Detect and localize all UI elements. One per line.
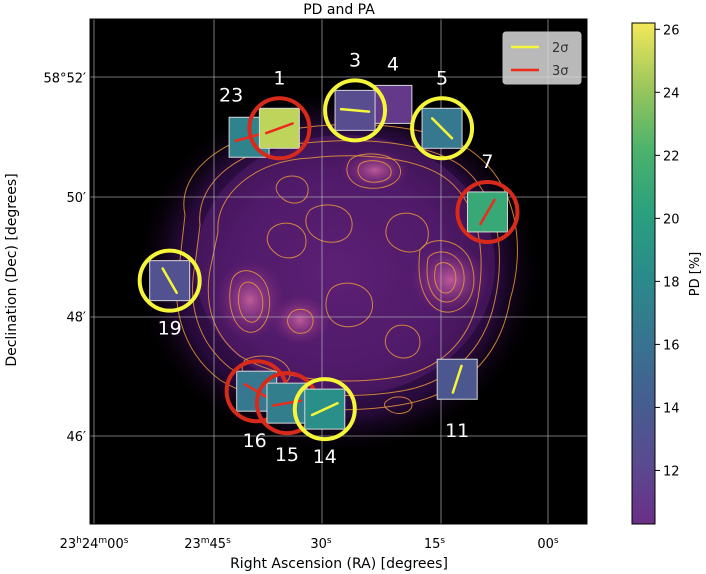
x-tick-label: 15s (424, 536, 446, 552)
significance-circle (247, 96, 312, 161)
legend-box (502, 31, 582, 85)
chart-title: PD and PA (303, 2, 375, 18)
colorbar-tick-label: 12 (663, 464, 680, 479)
nebula-hotspot (340, 150, 410, 190)
region-label: 19 (158, 318, 182, 340)
x-tick-label: 23m45s (184, 536, 231, 552)
colorbar-label: PD [%] (688, 252, 703, 296)
y-axis-label: Declination (Dec) [degrees] (4, 173, 20, 366)
plot-frame (89, 18, 588, 525)
region-5: 5 (410, 67, 475, 161)
colorbar-tick-label: 16 (663, 338, 680, 353)
region-label: 23 (219, 84, 243, 106)
region-box (436, 358, 478, 400)
pa-vector (264, 122, 294, 135)
colorbar-tick-label: 14 (663, 401, 680, 416)
significance-circle (410, 96, 475, 161)
legend-3sigma-label: 3σ (552, 64, 569, 79)
grid-lines (90, 19, 587, 524)
y-tick-label: 46′ (67, 430, 87, 445)
region-14: 14 (292, 377, 357, 468)
colorbar-tick-label: 18 (663, 275, 680, 290)
legend-2sigma-label: 2σ (552, 41, 569, 56)
colorbar-tick-label: 26 (663, 23, 680, 38)
x-tick-label: 30s (310, 536, 332, 552)
region-label: 3 (349, 49, 361, 71)
significance-circle (137, 248, 202, 313)
y-tick-label: 48′ (67, 311, 87, 326)
pa-vector (479, 198, 496, 226)
colorbar-ticks: 12 14 16 18 20 22 24 26 (655, 23, 680, 479)
region-19: 19 (137, 248, 202, 340)
region-11: 11 (436, 358, 478, 442)
region-label: 14 (313, 446, 337, 468)
nebula-hotspot (270, 295, 330, 345)
region-label: 16 (243, 430, 267, 452)
contour-lines (175, 123, 518, 414)
region-3: 3 (323, 49, 388, 143)
region-label: 4 (387, 53, 399, 75)
x-tick-label: 00s (537, 536, 559, 552)
pa-vector (451, 364, 463, 394)
y-axis: 58°52′ 50′ 48′ 46′ Declination (Dec) [degre… (4, 72, 86, 446)
y-tick-labels: 58°52′ 50′ 48′ 46′ (43, 72, 86, 446)
y-tick-label: 50′ (67, 191, 87, 206)
colorbar-tick-label: 20 (663, 212, 680, 227)
colorbar-gradient (631, 22, 656, 525)
significance-circle (292, 377, 357, 442)
pa-vector (430, 117, 454, 140)
plot-area: 4 23 1 3 5 7 19 11 16 15 14 2σ 3σ (90, 19, 587, 524)
legend: 2σ 3σ (502, 31, 582, 85)
pa-vector (161, 267, 178, 295)
colorbar-tick-label: 22 (663, 149, 680, 164)
region-label: 15 (275, 444, 299, 466)
polarization-regions: 4 23 1 3 5 7 19 11 16 15 14 (137, 49, 520, 468)
colorbar-tick-label: 24 (663, 86, 680, 101)
x-axis-label: Right Ascension (RA) [degrees] (230, 556, 448, 572)
region-label: 1 (273, 67, 285, 89)
region-label: 7 (481, 151, 493, 173)
region-label: 5 (436, 67, 448, 89)
region-1: 1 (247, 67, 312, 161)
significance-circle (455, 179, 520, 244)
pa-vector (243, 382, 271, 400)
nebula-hotspot (410, 245, 490, 315)
region-7: 7 (455, 151, 520, 244)
region-box (149, 260, 191, 302)
pa-vector (339, 107, 371, 113)
significance-circle (323, 78, 388, 143)
x-tick-label: 23h24m00s (60, 536, 129, 552)
x-tick-labels: 23h24m00s 23m45s 30s 15s 00s (60, 536, 559, 552)
colorbar: 12 14 16 18 20 22 24 26 PD [%] (631, 22, 703, 525)
region-label: 11 (445, 420, 469, 442)
y-tick-label: 58°52′ (43, 72, 86, 87)
pa-vector (310, 401, 339, 417)
x-axis: 23h24m00s 23m45s 30s 15s 00s Right Ascension… (60, 536, 559, 572)
